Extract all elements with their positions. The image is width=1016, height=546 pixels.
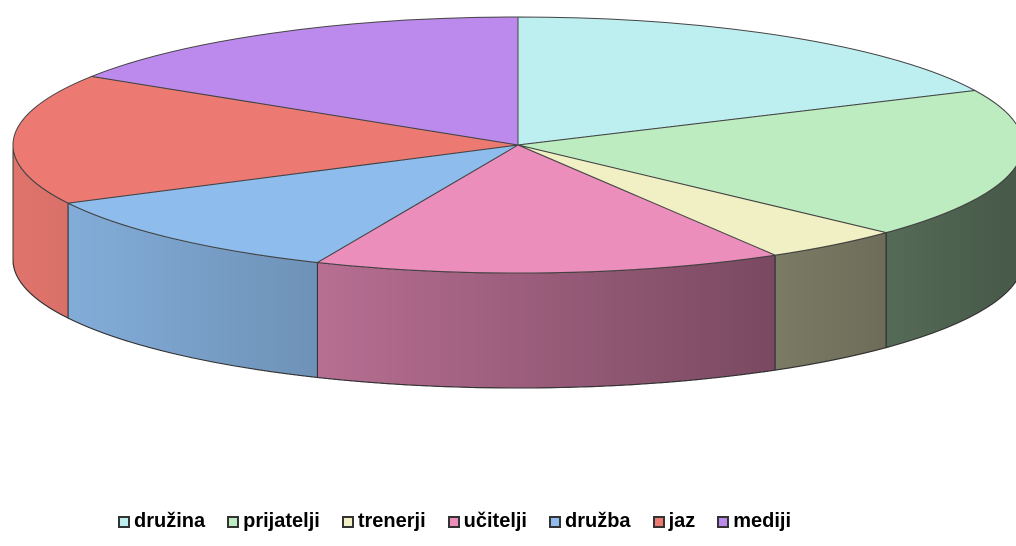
legend-label: družina xyxy=(134,510,206,532)
legend-label: jaz xyxy=(668,510,696,532)
legend-item: trenerji xyxy=(341,510,426,533)
legend-item: družba xyxy=(549,510,631,533)
slice xyxy=(12,75,519,204)
legend-label: družba xyxy=(565,510,631,532)
legend-item: mediji xyxy=(717,510,791,533)
slice-side-shade xyxy=(316,254,776,389)
legend-swatch xyxy=(717,515,730,528)
legend-swatch xyxy=(341,515,354,528)
legend-item: prijatelji xyxy=(227,510,320,533)
legend-item: učitelji xyxy=(447,510,527,533)
legend-swatch xyxy=(549,515,561,528)
legend-label: mediji xyxy=(733,510,792,532)
slice xyxy=(89,16,519,146)
tops xyxy=(12,16,1016,274)
slice-side-shade xyxy=(774,231,887,371)
slice xyxy=(517,16,977,146)
pie-area xyxy=(12,16,1016,389)
legend-label: trenerji xyxy=(357,510,426,532)
slice xyxy=(517,89,1016,234)
legend-label: učitelji xyxy=(463,510,527,532)
legend: družina prijatelji trenerji učitelji družba j… xyxy=(118,510,1008,533)
sides xyxy=(12,144,1016,389)
legend-item: jaz xyxy=(652,510,696,533)
legend-swatch xyxy=(118,515,130,528)
legend-label: prijatelji xyxy=(243,510,320,532)
slice xyxy=(66,144,519,263)
slice xyxy=(315,144,777,274)
legend-swatch xyxy=(227,515,240,528)
legend-swatch xyxy=(447,515,460,528)
legend-item: družina xyxy=(118,510,205,533)
legend-swatch xyxy=(652,515,665,528)
